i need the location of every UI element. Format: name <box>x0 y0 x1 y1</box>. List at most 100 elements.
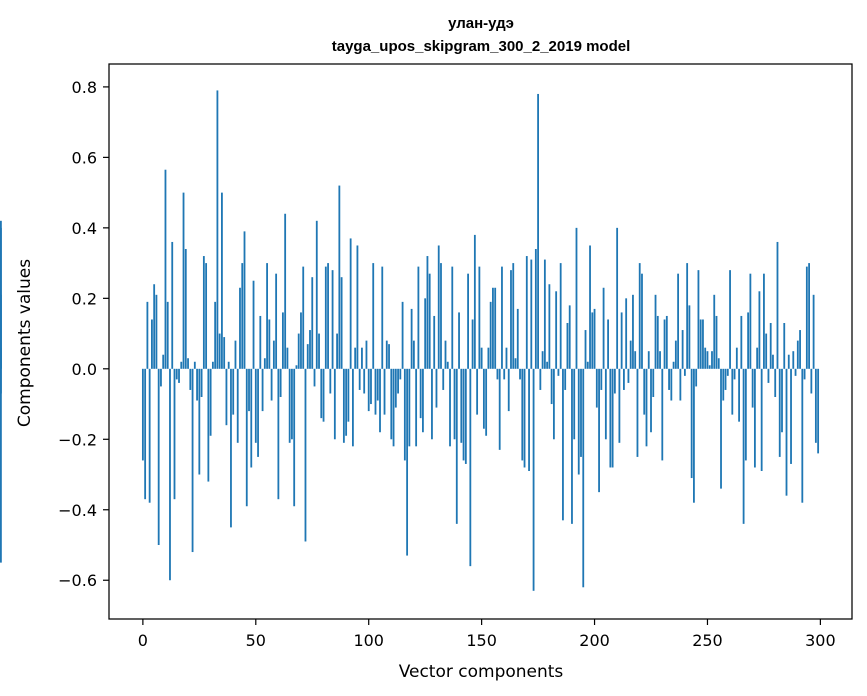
bar-157 <box>496 368 499 380</box>
bar-132 <box>440 263 442 369</box>
bar-117 <box>406 368 409 556</box>
bar-206 <box>607 319 609 369</box>
bar-98 <box>363 368 366 394</box>
y-tick-label: 0.2 <box>72 289 97 308</box>
bar-171 <box>528 368 530 471</box>
bar-36 <box>223 337 226 369</box>
bar-213 <box>623 368 625 390</box>
bar-150 <box>480 347 483 369</box>
bar-92 <box>349 238 352 369</box>
bar-168 <box>521 368 524 461</box>
bar-248 <box>702 319 704 369</box>
bar-101 <box>370 368 372 405</box>
bar-88 <box>340 277 343 369</box>
bar-228 <box>656 315 659 369</box>
bar-178 <box>543 259 546 369</box>
bar-202 <box>598 368 600 493</box>
bar-263 <box>735 347 738 369</box>
bar-119 <box>410 308 413 369</box>
bar-183 <box>555 291 558 369</box>
y-axis-ticks: −0.6 −0.4 −0.2 0.0 0.2 0.4 0.6 0.8 <box>58 78 109 590</box>
bar-4 <box>151 319 153 369</box>
bar-276 <box>765 333 768 369</box>
bar-239 <box>681 330 684 369</box>
bar-0 <box>141 368 144 461</box>
bar-262 <box>733 368 736 380</box>
bar-161 <box>505 347 508 369</box>
bar-236 <box>674 340 677 369</box>
bar-115 <box>401 301 404 369</box>
bar-33 <box>216 90 219 369</box>
bar-216 <box>629 340 632 369</box>
bars-group <box>0 90 820 591</box>
bar-218 <box>634 351 637 369</box>
y-tick-label: 0.8 <box>72 78 97 97</box>
bar-79 <box>320 368 323 419</box>
bar-233 <box>668 368 670 390</box>
bar-275 <box>763 273 765 369</box>
bar-53 <box>261 368 264 412</box>
bar-267 <box>744 368 747 461</box>
bar-65 <box>288 368 291 443</box>
bar-187 <box>564 368 567 390</box>
bar-142 <box>462 368 465 461</box>
bar-121 <box>415 368 418 447</box>
bar-253 <box>713 294 716 369</box>
bar-110 <box>390 368 393 440</box>
bar-129 <box>433 315 436 369</box>
y-tick-label: 0.4 <box>72 219 97 238</box>
bar-95 <box>356 245 359 369</box>
bar-279 <box>772 354 774 369</box>
bar-229 <box>659 351 661 369</box>
bar-146 <box>471 319 474 369</box>
bar-200 <box>593 308 596 369</box>
x-tick-label: 0 <box>138 631 148 650</box>
bar-252 <box>711 351 713 369</box>
bar-219 <box>636 368 639 457</box>
bar-1 <box>144 368 147 500</box>
bar-105 <box>379 368 381 433</box>
bar-138 <box>453 368 456 440</box>
bar-208 <box>611 368 614 468</box>
bar-140 <box>458 312 460 369</box>
bar-274 <box>760 368 763 471</box>
bar-240 <box>683 368 686 376</box>
bar-261 <box>731 368 734 415</box>
bar-250 <box>706 351 709 369</box>
bar-164 <box>512 263 515 369</box>
bar-75 <box>311 277 314 369</box>
bar-182 <box>552 368 555 440</box>
bar-186 <box>562 368 564 521</box>
bar-123 <box>419 368 422 419</box>
bar-78 <box>318 333 320 369</box>
bar-235 <box>672 361 675 369</box>
bar-231 <box>663 319 666 369</box>
bar-112 <box>394 368 397 408</box>
bar-125 <box>424 298 427 369</box>
bar-114 <box>399 368 402 380</box>
bar-80 <box>322 368 325 422</box>
x-tick-label: 250 <box>692 631 723 650</box>
bar-280 <box>774 368 777 397</box>
bar-15 <box>175 368 178 380</box>
bar-179 <box>546 361 549 369</box>
bar-45 <box>243 231 246 369</box>
bar-12 <box>169 368 171 581</box>
bar-116 <box>403 368 406 461</box>
bar-94 <box>354 347 357 369</box>
bar-196 <box>584 330 587 369</box>
bar-97 <box>361 347 363 369</box>
bar-145 <box>469 368 472 567</box>
bar-143 <box>464 368 467 464</box>
y-tick-label: −0.4 <box>58 501 97 520</box>
bar-220 <box>638 263 641 369</box>
bar-30 <box>209 368 212 436</box>
bar-283 <box>781 368 783 433</box>
bar-268 <box>747 312 750 369</box>
bar-244 <box>693 368 695 503</box>
bar-162 <box>507 368 510 412</box>
bar-63 <box>284 213 287 369</box>
bar-201 <box>595 368 598 408</box>
bar-23 <box>193 361 196 369</box>
bar-189 <box>568 305 571 369</box>
